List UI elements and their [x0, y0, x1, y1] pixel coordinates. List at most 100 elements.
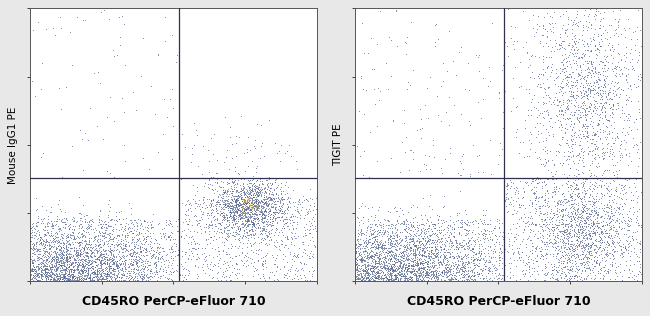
- Point: [514, 201, 524, 206]
- Point: [560, 265, 570, 270]
- Point: [252, 193, 263, 198]
- Point: [408, 259, 418, 264]
- Point: [153, 241, 164, 246]
- Point: [491, 259, 501, 264]
- Point: [58, 235, 68, 240]
- Point: [576, 244, 586, 249]
- Point: [558, 191, 568, 196]
- Point: [59, 274, 70, 279]
- Point: [253, 199, 263, 204]
- Point: [257, 274, 268, 279]
- Point: [261, 209, 272, 214]
- Point: [111, 226, 121, 231]
- Point: [546, 101, 556, 106]
- Point: [166, 223, 177, 228]
- Point: [530, 258, 541, 263]
- Point: [563, 198, 573, 204]
- Point: [288, 225, 298, 230]
- Point: [246, 199, 257, 204]
- Point: [257, 175, 267, 180]
- Point: [566, 89, 577, 94]
- Point: [79, 238, 89, 243]
- Point: [67, 274, 77, 279]
- Point: [595, 16, 606, 21]
- Point: [465, 237, 475, 242]
- Point: [567, 36, 577, 41]
- Point: [395, 222, 406, 227]
- Point: [225, 205, 235, 210]
- Point: [304, 269, 314, 274]
- Point: [400, 258, 410, 263]
- Point: [368, 266, 378, 271]
- Point: [59, 276, 70, 281]
- Point: [155, 235, 166, 240]
- Point: [354, 272, 365, 277]
- Point: [535, 203, 545, 208]
- Point: [616, 56, 626, 61]
- Point: [379, 276, 389, 281]
- Point: [510, 210, 521, 216]
- Point: [576, 196, 586, 201]
- Point: [223, 193, 233, 198]
- Point: [389, 252, 400, 258]
- Point: [278, 175, 288, 180]
- Point: [281, 206, 292, 211]
- Point: [448, 103, 459, 108]
- Point: [153, 251, 163, 256]
- Point: [266, 195, 276, 200]
- Point: [601, 149, 612, 155]
- Point: [244, 201, 254, 206]
- Point: [584, 233, 595, 238]
- Point: [107, 236, 118, 241]
- Point: [466, 254, 476, 259]
- Point: [566, 202, 576, 207]
- Point: [259, 215, 269, 220]
- Point: [408, 253, 419, 258]
- Point: [105, 256, 115, 261]
- Point: [105, 248, 115, 253]
- Point: [583, 216, 593, 221]
- Point: [250, 216, 260, 221]
- Point: [496, 248, 506, 253]
- Point: [114, 15, 124, 20]
- Point: [425, 254, 436, 259]
- Point: [97, 255, 107, 260]
- Point: [530, 221, 540, 226]
- Point: [364, 251, 374, 256]
- Point: [369, 258, 380, 263]
- Point: [573, 152, 583, 157]
- Point: [247, 208, 257, 213]
- Point: [257, 216, 268, 221]
- Point: [51, 239, 62, 244]
- Point: [610, 168, 621, 173]
- Point: [265, 211, 276, 216]
- Point: [566, 93, 576, 98]
- Point: [100, 271, 110, 276]
- Point: [211, 204, 221, 209]
- Point: [231, 200, 241, 205]
- Point: [386, 265, 396, 270]
- Point: [474, 257, 485, 262]
- Point: [85, 244, 96, 249]
- Point: [231, 193, 241, 198]
- Point: [578, 92, 589, 97]
- Point: [35, 234, 46, 240]
- Point: [213, 253, 223, 258]
- Point: [235, 176, 245, 181]
- Point: [118, 255, 129, 260]
- Point: [593, 82, 603, 87]
- Point: [260, 207, 270, 212]
- Point: [562, 143, 573, 148]
- Point: [132, 258, 142, 263]
- Point: [73, 249, 84, 254]
- Point: [257, 210, 268, 215]
- Point: [233, 202, 244, 207]
- Point: [66, 143, 77, 148]
- Point: [601, 204, 612, 210]
- Point: [226, 220, 237, 225]
- Point: [480, 208, 491, 213]
- Point: [105, 234, 116, 239]
- Point: [289, 251, 299, 256]
- Point: [132, 274, 142, 279]
- Point: [406, 246, 416, 251]
